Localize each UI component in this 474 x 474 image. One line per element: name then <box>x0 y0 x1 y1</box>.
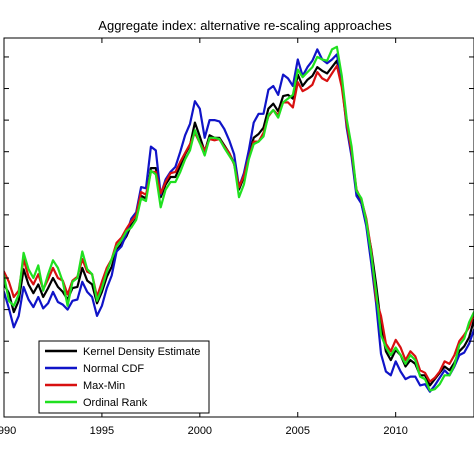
chart-title: Aggregate index: alternative re-scaling … <box>98 18 392 33</box>
x-tick-label: 2005 <box>286 425 310 437</box>
plot-lines <box>4 45 474 393</box>
x-tick-label: 2010 <box>383 425 407 437</box>
series-line-2 <box>4 48 474 393</box>
legend: Kernel Density Estimate Normal CDF Max-Min… <box>38 340 210 414</box>
x-tick-label: 2000 <box>188 425 212 437</box>
x-tick-label: 1995 <box>90 425 114 437</box>
legend-label: Kernel Density Estimate <box>83 346 200 358</box>
series-line-3 <box>4 64 474 383</box>
legend-label: Normal CDF <box>83 363 144 375</box>
legend-label: Ordinal Rank <box>83 397 148 409</box>
series-line-4 <box>4 45 474 392</box>
x-tick-label: 1990 <box>0 425 16 437</box>
series-line-1 <box>4 59 474 387</box>
legend-label: Max-Min <box>83 380 125 392</box>
plot-frame <box>3 37 474 418</box>
axis-ticks: 1990 1995 2000 2005 2010 <box>0 38 474 437</box>
